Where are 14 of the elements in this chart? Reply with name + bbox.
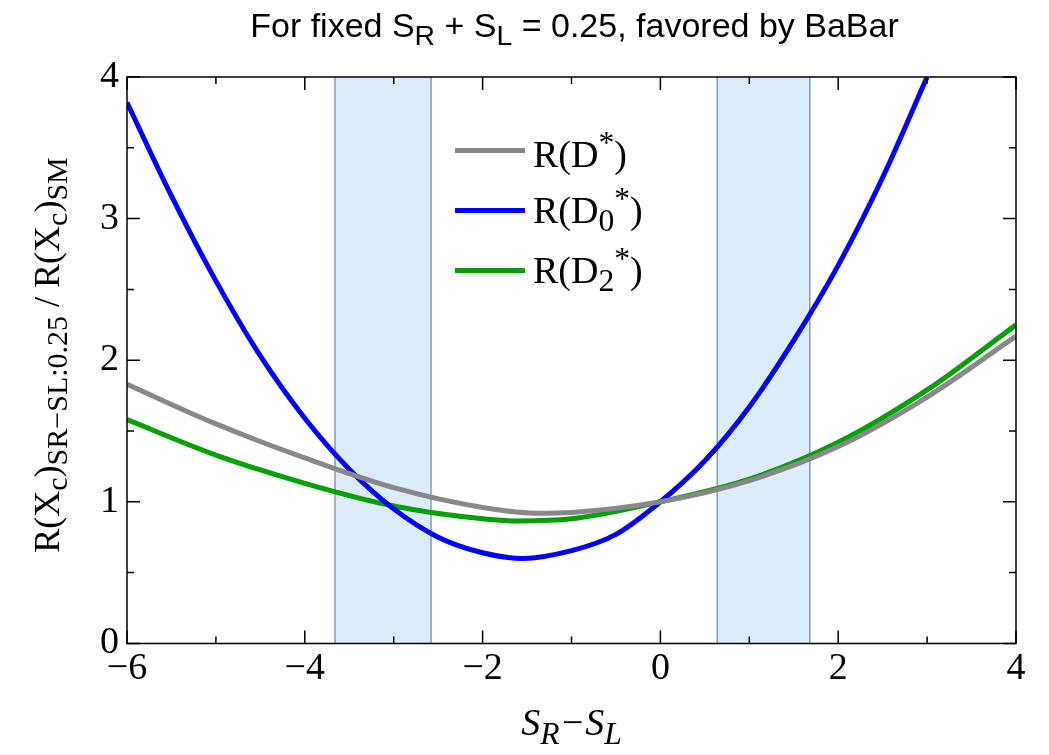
y-tick-label: 4 (100, 52, 119, 95)
y-tick-label: 3 (100, 194, 119, 237)
x-tick-label: 4 (1006, 645, 1026, 688)
legend-label: R(D$^{*}$) (533, 124, 627, 176)
x-tick-label: 2 (828, 645, 848, 688)
x-tick-label: −2 (462, 645, 503, 688)
y-tick-label: 2 (100, 336, 119, 379)
x-tick-label: 0 (650, 645, 670, 688)
x-tick-label: −4 (284, 645, 326, 688)
legend-label: R(D$_{2}$$^{*}$) (533, 240, 643, 300)
chart-title: For fixed S$_{R}$ + S$_{L}$ = 0.25, favored by BaBar (249, 6, 900, 52)
legend-label: R(D$_{0}$$^{*}$) (533, 180, 643, 240)
y-tick-label: 1 (100, 477, 119, 520)
x-axis-title: S$_{R}$−S$_{L}$ (520, 700, 623, 752)
